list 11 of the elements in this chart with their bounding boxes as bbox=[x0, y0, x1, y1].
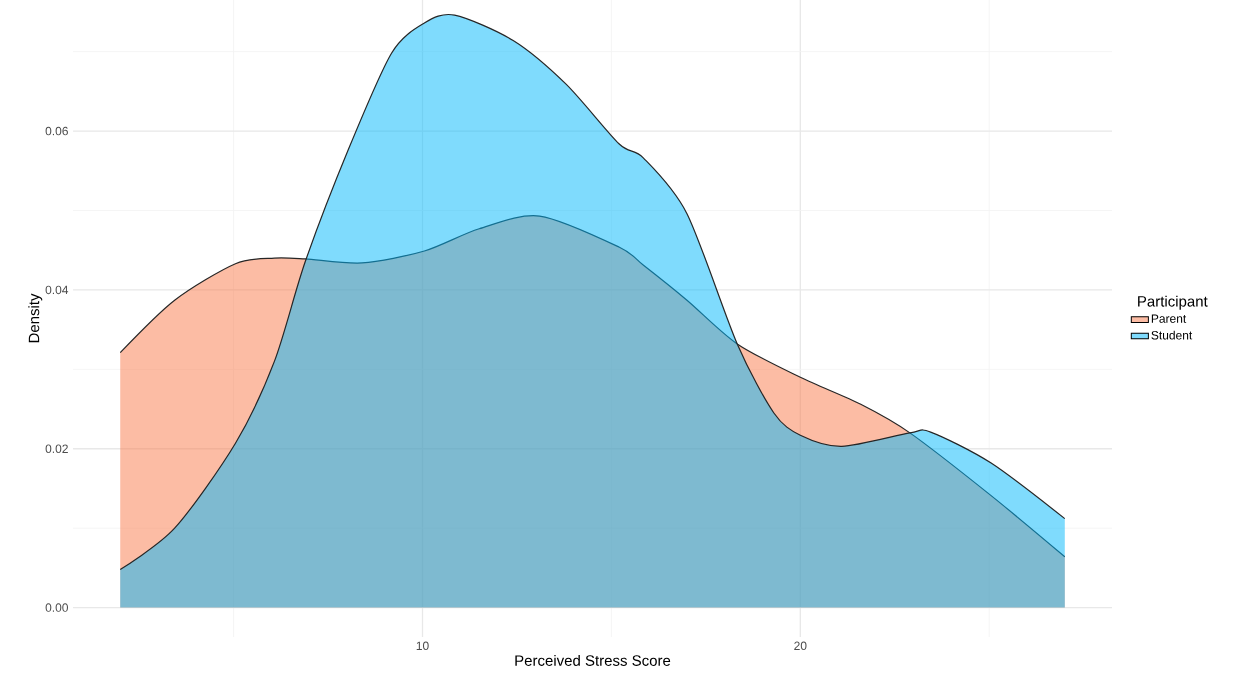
x-axis-title: Perceived Stress Score bbox=[515, 654, 671, 666]
y-tick-label: 0.02 bbox=[45, 444, 68, 453]
x-tick-label: 20 bbox=[794, 641, 807, 651]
y-tick-label: 0.04 bbox=[45, 285, 69, 295]
y-axis-title: Density bbox=[28, 293, 43, 343]
legend-title: Participant bbox=[1138, 295, 1208, 310]
legend-label: Parent bbox=[1151, 314, 1187, 323]
y-tick-label: 0.06 bbox=[45, 126, 68, 136]
x-tick-label: 10 bbox=[416, 641, 429, 651]
y-tick-label: 0.00 bbox=[45, 603, 69, 612]
legend-label: Student bbox=[1151, 330, 1193, 340]
